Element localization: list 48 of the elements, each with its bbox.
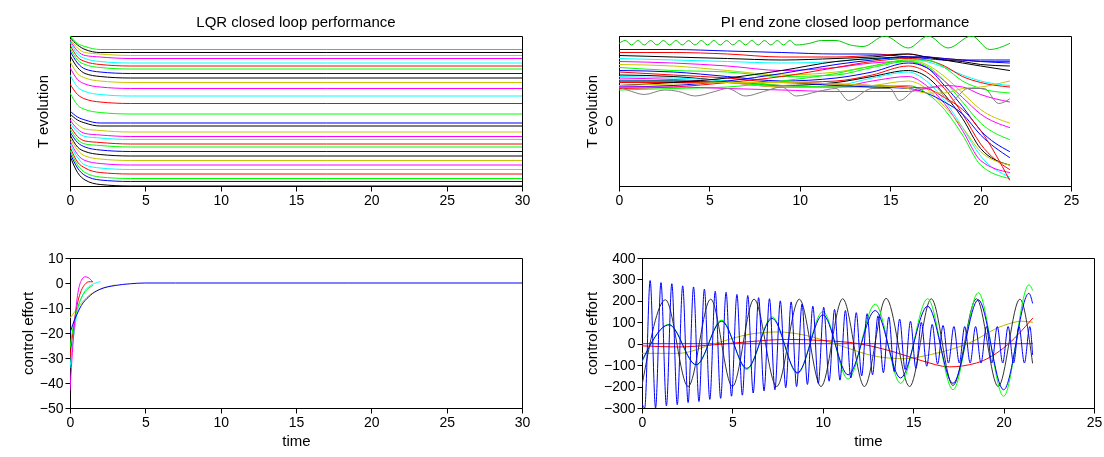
x-tick-label: 10 <box>815 413 832 430</box>
x-tick-label: 15 <box>288 413 305 430</box>
y-tick-label: 0 <box>55 274 64 291</box>
y-tick-label: −30 <box>39 349 64 366</box>
x-tick-label: 0 <box>66 191 75 208</box>
x-tick-label: 15 <box>288 191 305 208</box>
chart-title: PI end zone closed loop performance <box>720 13 970 30</box>
y-tick-label: 100 <box>612 313 636 330</box>
x-tick-label: 15 <box>905 413 922 430</box>
x-tick-label: 15 <box>882 191 899 208</box>
x-tick-label: 25 <box>1086 413 1103 430</box>
y-axis-title: control effort <box>582 291 600 376</box>
x-tick-label: 10 <box>213 413 230 430</box>
y-tick-label: 200 <box>612 292 636 309</box>
y-tick-label: 10 <box>47 249 64 266</box>
x-tick-label: 25 <box>1063 191 1080 208</box>
y-axis-title: T evolution <box>582 74 600 149</box>
y-tick-label: −200 <box>603 378 636 395</box>
x-tick-label: 5 <box>729 413 737 430</box>
y-tick-label: 300 <box>612 270 636 287</box>
x-tick-label: 30 <box>514 191 531 208</box>
x-axis-title: time <box>282 431 311 449</box>
x-tick-label: 0 <box>66 413 75 430</box>
x-tick-label: 20 <box>973 191 990 208</box>
x-tick-label: 0 <box>638 413 647 430</box>
x-tick-label: 20 <box>996 413 1013 430</box>
x-tick-label: 20 <box>364 191 380 208</box>
y-tick-label: 400 <box>612 249 636 266</box>
y-tick-label: −50 <box>39 399 64 416</box>
x-axis-title: time <box>854 431 883 449</box>
x-tick-label: 5 <box>141 191 150 208</box>
x-tick-label: 25 <box>439 191 456 208</box>
x-tick-label: 5 <box>141 413 150 430</box>
y-tick-label: −300 <box>603 399 636 416</box>
y-tick-label: −40 <box>39 374 64 391</box>
x-tick-label: 30 <box>514 413 531 430</box>
y-tick-label: −10 <box>39 299 64 316</box>
x-tick-label: 20 <box>364 413 380 430</box>
y-tick-label: −100 <box>603 356 636 373</box>
y-tick-label: 0 <box>627 335 636 352</box>
y-tick-label: −20 <box>39 324 64 341</box>
y-axis-title: T evolution <box>33 74 51 149</box>
x-tick-label: 25 <box>439 413 456 430</box>
chart-title: LQR closed loop performance <box>196 13 396 30</box>
y-axis-title: control effort <box>18 291 36 376</box>
x-tick-label: 10 <box>792 191 809 208</box>
x-tick-label: 5 <box>706 191 714 208</box>
x-tick-label: 10 <box>213 191 230 208</box>
